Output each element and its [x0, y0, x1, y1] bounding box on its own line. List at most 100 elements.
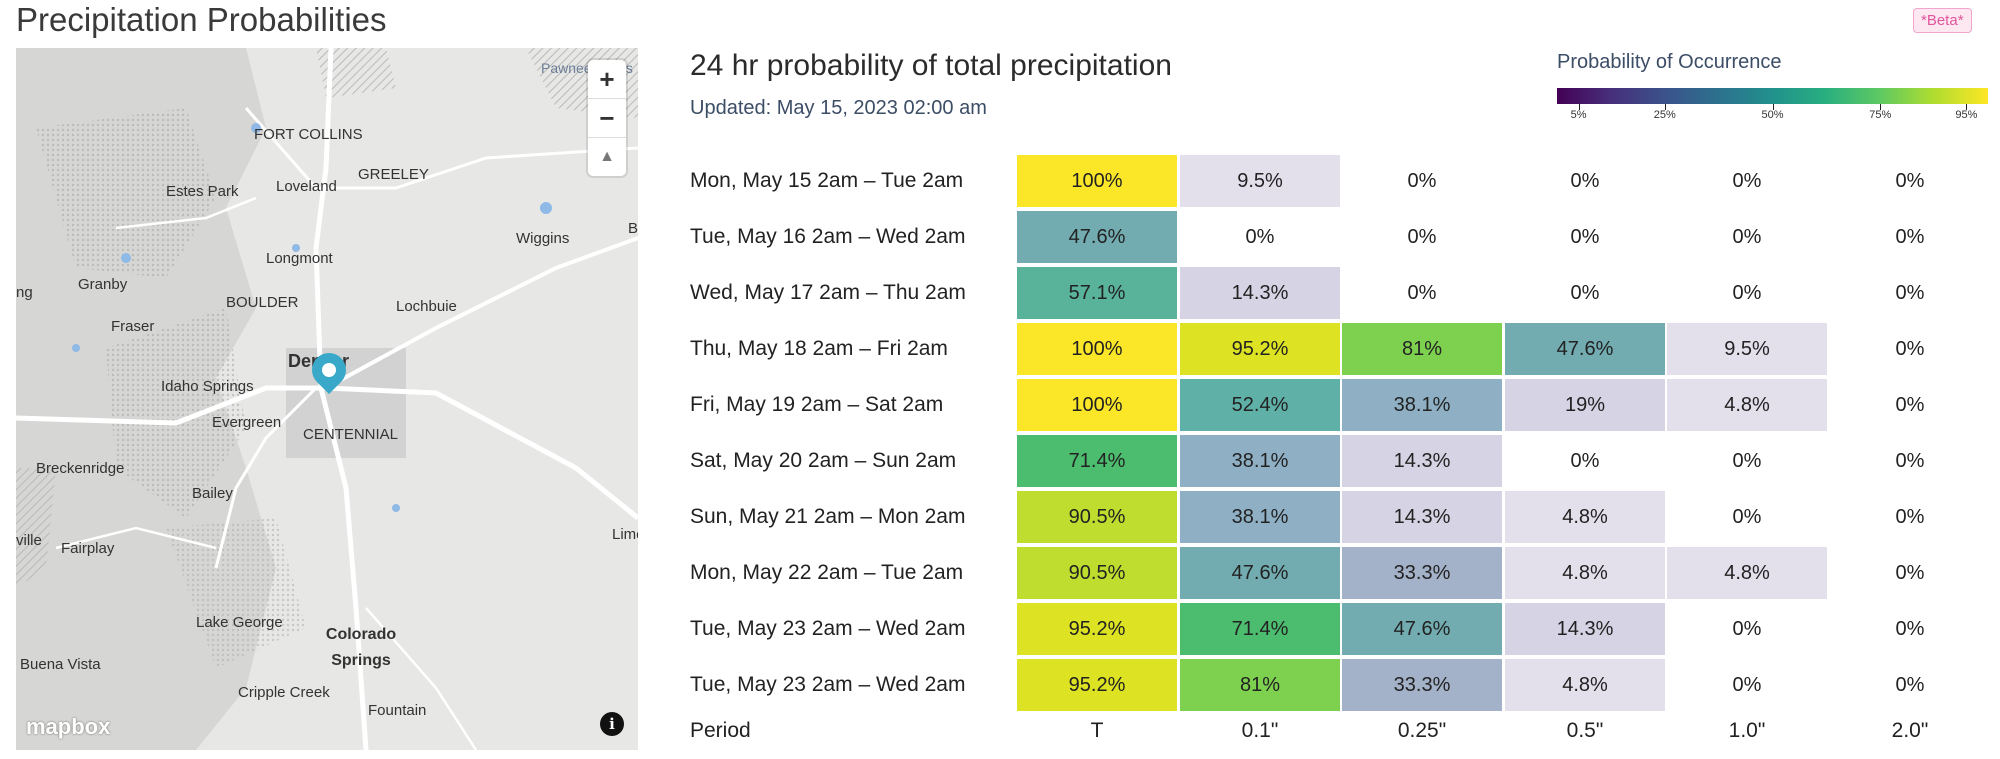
- probability-cell: 33.3%: [1342, 547, 1502, 599]
- probability-cell: 4.8%: [1667, 379, 1827, 431]
- probability-cell: 0%: [1407, 226, 1437, 248]
- map-label-ville: ville: [16, 532, 42, 549]
- probability-cell: 4.8%: [1505, 659, 1665, 711]
- probability-cell: 0%: [1895, 282, 1925, 304]
- probability-cell: 57.1%: [1017, 267, 1177, 319]
- map-label-wiggins: Wiggins: [516, 230, 570, 247]
- map-label-buena-vista: Buena Vista: [20, 656, 101, 673]
- probability-cell: 47.6%: [1180, 547, 1340, 599]
- period-label: Sun, May 21 2am – Mon 2am: [690, 505, 966, 528]
- probability-cell: 95.2%: [1017, 603, 1177, 655]
- legend-tick-mark: [1578, 104, 1580, 110]
- probability-cell: 0%: [1732, 674, 1762, 696]
- probability-cell: 100%: [1017, 155, 1177, 207]
- threshold-column-header: 0.5": [1566, 719, 1604, 742]
- map-label-lake-george: Lake George: [196, 614, 283, 631]
- period-label: Tue, May 16 2am – Wed 2am: [690, 225, 966, 248]
- probability-cell: 100%: [1017, 379, 1177, 431]
- probability-cell: 71.4%: [1180, 603, 1340, 655]
- probability-cell: 0%: [1407, 282, 1437, 304]
- probability-cell: 14.3%: [1180, 267, 1340, 319]
- probability-cell: 81%: [1180, 659, 1340, 711]
- legend-tick-label: 50%: [1761, 109, 1784, 121]
- map-label-cripple-creek: Cripple Creek: [238, 684, 330, 701]
- probability-cell: 0%: [1895, 674, 1925, 696]
- probability-cell: 38.1%: [1180, 435, 1340, 487]
- map-label-longmont: Longmont: [266, 250, 333, 267]
- probability-cell: 0%: [1895, 170, 1925, 192]
- threshold-column-header: 0.25": [1397, 719, 1447, 742]
- probability-cell: 0%: [1732, 618, 1762, 640]
- map-label-centennial: CENTENNIAL: [303, 426, 399, 443]
- probability-cell: 71.4%: [1017, 435, 1177, 487]
- map-label-fort-collins: FORT COLLINS: [254, 126, 363, 143]
- period-label: Sat, May 20 2am – Sun 2am: [690, 449, 957, 472]
- probability-cell: 9.5%: [1180, 155, 1340, 207]
- probability-cell: 33.3%: [1342, 659, 1502, 711]
- period-label: Mon, May 22 2am – Tue 2am: [690, 561, 964, 584]
- map-label-fraser: Fraser: [111, 318, 155, 335]
- map-zoom-controls: + − ▲: [588, 60, 626, 176]
- probability-cell: 0%: [1732, 226, 1762, 248]
- probability-cell: 14.3%: [1342, 435, 1502, 487]
- chart-title: 24 hr probability of total precipitation: [690, 49, 1172, 82]
- probability-cell: 0%: [1732, 282, 1762, 304]
- map-label-colorado-springs: Colorado Springs: [325, 626, 397, 669]
- map-label-evergreen: Evergreen: [212, 414, 282, 431]
- probability-cell: 81%: [1342, 323, 1502, 375]
- probability-cell: 100%: [1017, 323, 1177, 375]
- map-label-boulder: BOULDER: [226, 294, 299, 311]
- probability-cell: 47.6%: [1017, 211, 1177, 263]
- map-label-fairplay: Fairplay: [61, 540, 115, 557]
- probability-cell: 38.1%: [1180, 491, 1340, 543]
- map-label-loveland: Loveland: [276, 178, 337, 195]
- map-label-estes-park: Estes Park: [166, 183, 239, 200]
- legend-tick-mark: [1966, 104, 1968, 110]
- probability-cell: 14.3%: [1342, 491, 1502, 543]
- probability-cell: 9.5%: [1667, 323, 1827, 375]
- legend-tick-label: 75%: [1869, 109, 1892, 121]
- probability-cell: 0%: [1895, 338, 1925, 360]
- map-label-b: B: [628, 220, 638, 237]
- compass-button[interactable]: ▲: [599, 148, 615, 165]
- map-label-fountain: Fountain: [368, 702, 427, 719]
- map-label-ng: ng: [16, 284, 33, 301]
- probability-cell: 95.2%: [1017, 659, 1177, 711]
- updated-timestamp: Updated: May 15, 2023 02:00 am: [690, 97, 987, 119]
- info-icon[interactable]: i: [600, 712, 624, 736]
- probability-cell: 14.3%: [1505, 603, 1665, 655]
- threshold-column-header: 1.0": [1728, 719, 1766, 742]
- period-label: Tue, May 23 2am – Wed 2am: [690, 673, 966, 696]
- probability-cell: 4.8%: [1505, 547, 1665, 599]
- probability-cell: 0%: [1895, 618, 1925, 640]
- threshold-column-header: T: [1090, 719, 1104, 742]
- probability-cell: 0%: [1570, 170, 1600, 192]
- legend-title: Probability of Occurrence: [1557, 51, 1782, 73]
- probability-cell: 47.6%: [1505, 323, 1665, 375]
- page-title: Precipitation Probabilities: [16, 1, 387, 38]
- period-label: Fri, May 19 2am – Sat 2am: [690, 393, 944, 416]
- probability-cell: 47.6%: [1342, 603, 1502, 655]
- location-map[interactable]: Pawnee Grass FORT COLLINS Loveland GREEL…: [16, 48, 638, 750]
- period-label: Wed, May 17 2am – Thu 2am: [690, 281, 966, 304]
- zoom-in-button[interactable]: +: [588, 60, 626, 99]
- beta-badge: *Beta*: [1913, 8, 1972, 33]
- probability-cell: 90.5%: [1017, 547, 1177, 599]
- map-label-granby: Granby: [78, 276, 128, 293]
- mapbox-logo[interactable]: mapbox: [26, 714, 111, 739]
- legend-tick-mark: [1664, 104, 1666, 110]
- period-label: Mon, May 15 2am – Tue 2am: [690, 169, 964, 192]
- probability-cell: 0%: [1570, 226, 1600, 248]
- probability-cell: 19%: [1505, 379, 1665, 431]
- zoom-out-button[interactable]: −: [588, 99, 626, 138]
- map-label-idaho-springs: Idaho Springs: [161, 378, 254, 395]
- probability-cell: 95.2%: [1180, 323, 1340, 375]
- legend-tick-mark: [1880, 104, 1882, 110]
- probability-cell: 38.1%: [1342, 379, 1502, 431]
- map-label-greeley: GREELEY: [358, 166, 429, 183]
- probability-cell: 0%: [1732, 170, 1762, 192]
- probability-cell: 52.4%: [1180, 379, 1340, 431]
- probability-cell: 0%: [1895, 506, 1925, 528]
- legend-tick-label: 95%: [1955, 109, 1978, 121]
- probability-cell: 4.8%: [1505, 491, 1665, 543]
